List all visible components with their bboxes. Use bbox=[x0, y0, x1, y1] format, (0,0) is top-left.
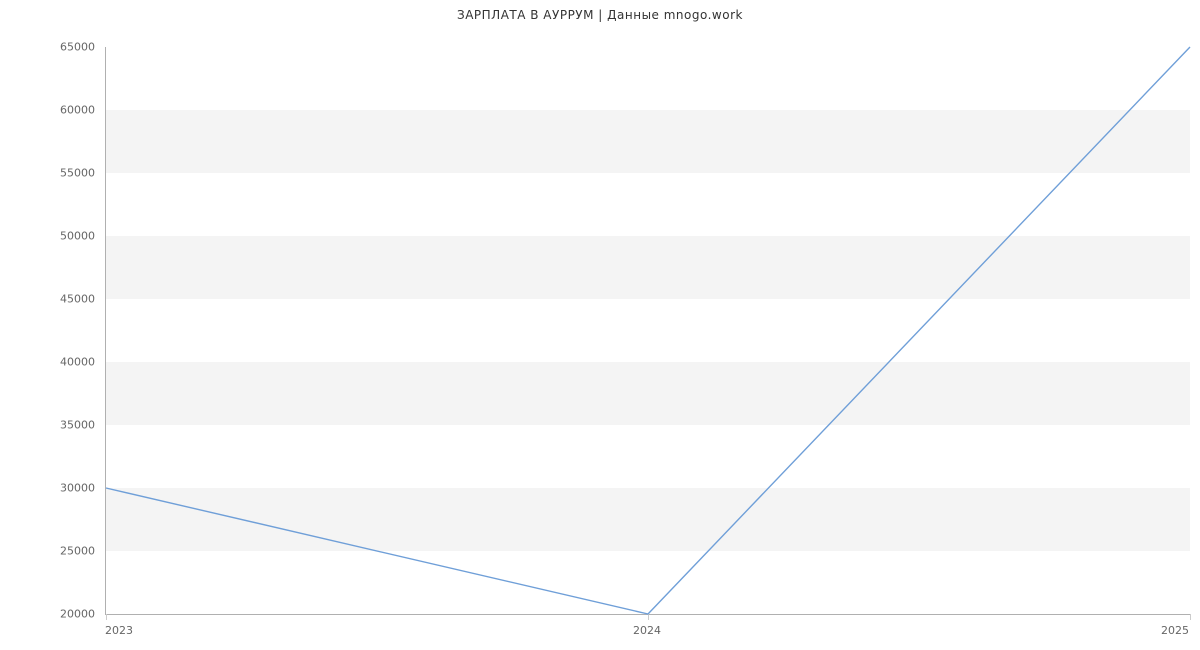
line-series-salary bbox=[106, 47, 1190, 614]
x-axis-label: 2023 bbox=[105, 624, 133, 637]
plot-area bbox=[105, 47, 1190, 615]
chart-title: ЗАРПЛАТА В АУРРУМ | Данные mnogo.work bbox=[0, 8, 1200, 22]
x-axis-tick bbox=[648, 614, 649, 620]
x-axis-label: 2024 bbox=[633, 624, 661, 637]
x-axis-label: 2025 bbox=[1161, 624, 1189, 637]
x-axis-tick bbox=[1190, 614, 1191, 620]
x-axis-tick bbox=[106, 614, 107, 620]
salary-line-chart: ЗАРПЛАТА В АУРРУМ | Данные mnogo.work 20… bbox=[0, 0, 1200, 650]
chart-series-svg bbox=[106, 47, 1190, 614]
